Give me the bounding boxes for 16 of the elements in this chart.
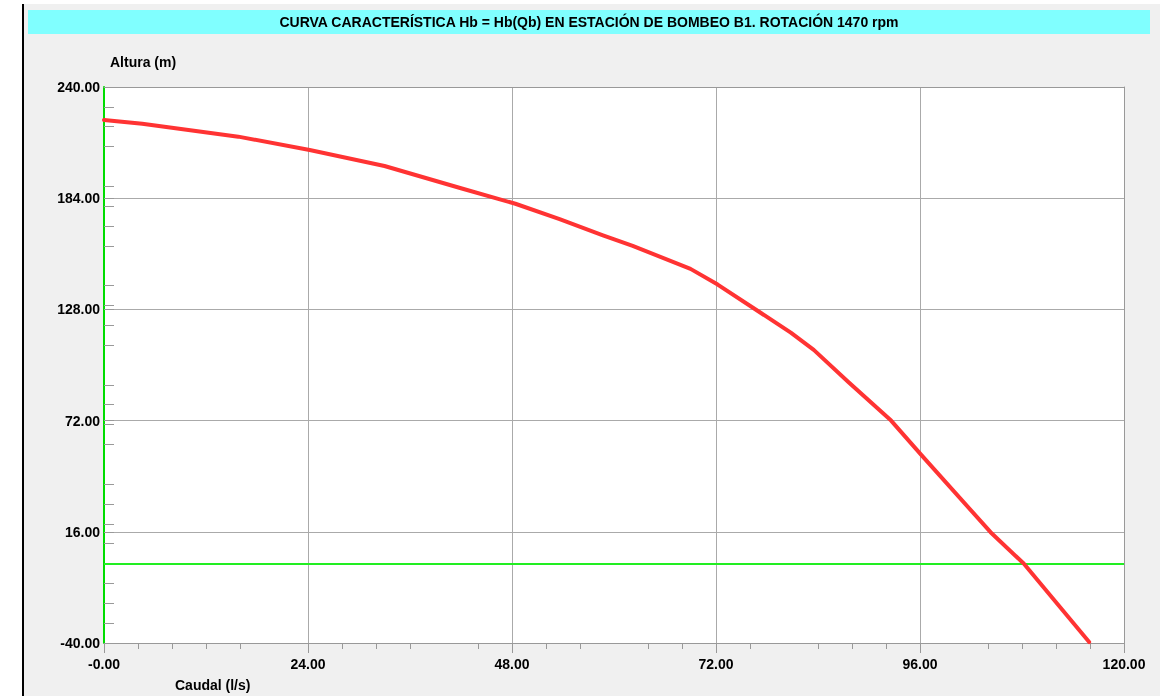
x-tick-label: 96.00 (902, 656, 938, 672)
x-tick-label: 120.00 (1102, 656, 1146, 672)
x-tick-label: 48.00 (494, 656, 530, 672)
y-tick-label: 72.00 (64, 412, 101, 429)
y-tick-label: 184.00 (57, 190, 101, 207)
y-axis-title: Altura (m) (110, 54, 177, 70)
x-tick-label: 24.00 (290, 656, 326, 672)
y-tick-label: -40.00 (60, 635, 101, 651)
y-tick-label: 128.00 (57, 301, 101, 318)
y-tick-label: 16.00 (64, 523, 101, 540)
x-tick-label: -0.00 (88, 656, 121, 672)
chart-title: CURVA CARACTERÍSTICA Hb = Hb(Qb) EN ESTACIÓN DE BOMBEO B1. ROTACIÓN 1470 rpm (28, 10, 1150, 34)
line-series (102, 117, 1092, 645)
x-axis-title: Caudal (l/s) (175, 677, 251, 693)
x-tick-label: 72.00 (698, 656, 734, 672)
y-tick-label: 240.00 (57, 79, 101, 95)
